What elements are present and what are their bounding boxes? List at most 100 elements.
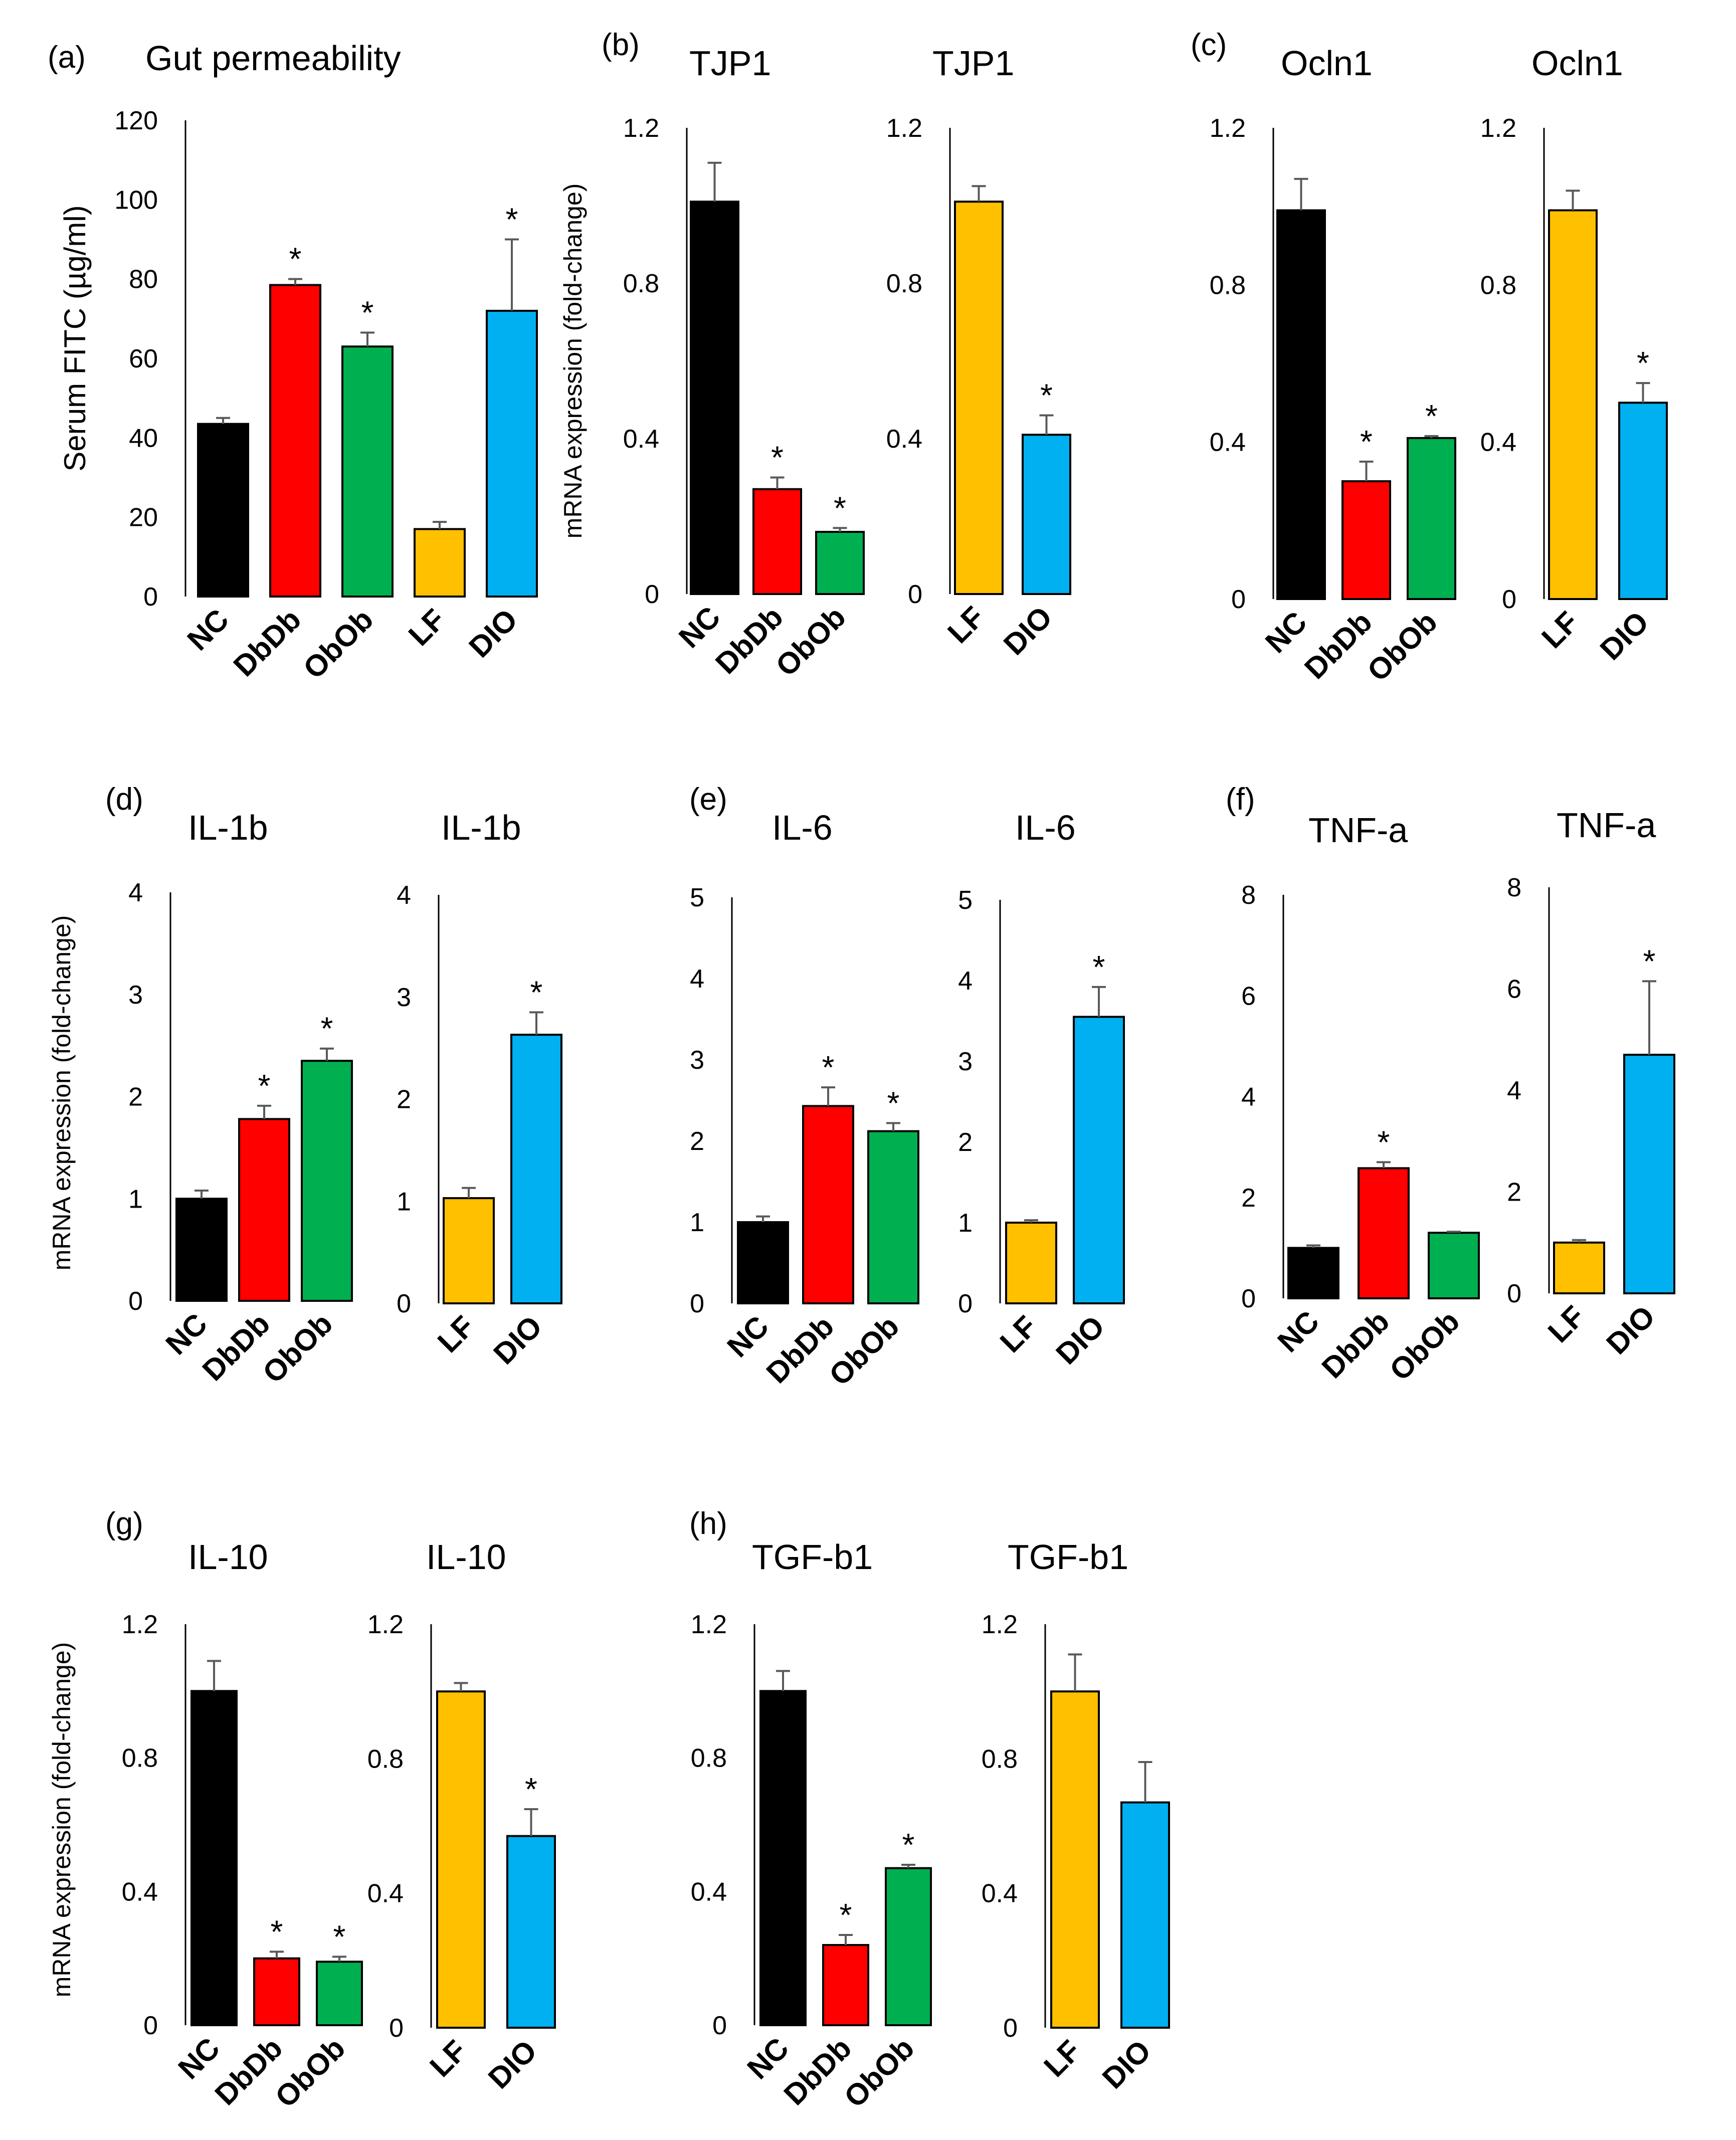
y-tick-label: 3: [958, 1047, 973, 1076]
significance-star: *: [271, 1913, 283, 1950]
category-label: NC: [159, 1307, 214, 1361]
y-tick-label: 0.4: [691, 1877, 727, 1906]
category-label: DbDb: [709, 600, 789, 680]
bar-dio: [486, 310, 538, 598]
panel-letter-f: (f): [1226, 782, 1255, 817]
category-label: DIO: [482, 2034, 543, 2095]
y-tick-label: 0: [128, 1287, 143, 1316]
category-label: LF: [1541, 1299, 1591, 1349]
bar-dio: [1618, 402, 1668, 600]
bar-lf: [1005, 1222, 1057, 1304]
bar-obob: [1407, 437, 1456, 600]
category-label: DIO: [487, 1309, 548, 1371]
significance-star: *: [506, 202, 518, 238]
category-label: NC: [721, 1309, 776, 1364]
category-label: DIO: [462, 603, 524, 664]
y-tick-label: 0: [143, 2011, 158, 2040]
y-tick-label: 4: [1507, 1076, 1521, 1105]
chart-title: Gut permeability: [145, 39, 401, 78]
bar-nc: [1276, 209, 1326, 600]
category-label: DbDb: [1298, 605, 1378, 685]
y-tick-label: 4: [128, 878, 143, 907]
chart-title: TNF-a: [1557, 806, 1656, 845]
y-tick-label: 0.8: [886, 269, 922, 298]
bar-nc: [737, 1221, 789, 1304]
bar-dbdb: [269, 284, 321, 598]
category-label: ObOb: [297, 603, 379, 685]
significance-star: *: [1360, 424, 1373, 460]
y-tick-label: 6: [1241, 982, 1256, 1011]
significance-star: *: [530, 974, 543, 1010]
bar-obob: [815, 531, 865, 595]
y-tick-label: 1.2: [1480, 114, 1516, 143]
panel-letter-a: (a): [48, 40, 86, 75]
category-label: NC: [672, 600, 727, 655]
y-tick-label: 0.8: [623, 269, 659, 298]
y-tick-label: 40: [129, 424, 158, 453]
significance-star: *: [834, 490, 846, 526]
panel-letter-h: (h): [689, 1506, 727, 1541]
bar-nc: [197, 423, 249, 598]
bar-obob: [885, 1867, 932, 2027]
chart-title: Ocln1: [1281, 44, 1373, 83]
y-tick-label: 5: [958, 886, 973, 915]
category-label: LF: [1535, 605, 1585, 655]
y-axis-label: Serum FITC (µg/ml): [58, 205, 92, 471]
category-label: DIO: [1096, 2034, 1158, 2095]
y-tick-label: 1.2: [982, 1610, 1018, 1639]
y-tick-label: 80: [129, 265, 158, 294]
y-tick-label: 0: [1231, 585, 1246, 614]
y-tick-label: 1.2: [623, 114, 659, 143]
category-label: DbDb: [760, 1309, 840, 1390]
y-tick-label: 0: [397, 1289, 411, 1318]
chart-title: TJP1: [689, 44, 771, 83]
y-tick-label: 0: [958, 1289, 973, 1318]
y-tick-label: 0.8: [691, 1744, 727, 1773]
chart-title: IL-6: [772, 808, 833, 847]
y-tick-label: 0.8: [1480, 271, 1516, 300]
y-tick-label: 8: [1241, 881, 1256, 910]
y-tick-label: 4: [1241, 1083, 1256, 1112]
y-tick-label: 5: [690, 883, 704, 912]
bar-dbdb: [822, 1944, 869, 2026]
bar-nc: [759, 1690, 807, 2026]
y-tick-label: 0: [1502, 585, 1516, 614]
y-tick-label: 8: [1507, 873, 1521, 902]
category-label: NC: [1271, 1304, 1326, 1359]
category-label: LF: [423, 2034, 473, 2083]
bar-dio: [506, 1835, 556, 2029]
y-tick-label: 4: [958, 966, 973, 996]
y-tick-label: 120: [114, 106, 158, 135]
panel-letter-c: (c): [1191, 28, 1227, 62]
y-tick-label: 4: [397, 881, 411, 910]
y-tick-label: 0: [645, 580, 659, 609]
significance-star: *: [1378, 1124, 1390, 1160]
category-label: ObOb: [269, 2031, 351, 2114]
chart-title: Ocln1: [1531, 44, 1623, 83]
y-tick-label: 2: [1241, 1184, 1256, 1213]
y-tick-label: 1.2: [691, 1610, 727, 1639]
y-tick-label: 1: [128, 1185, 143, 1214]
y-tick-label: 2: [958, 1128, 973, 1157]
significance-star: *: [1643, 943, 1656, 979]
y-tick-label: 2: [128, 1083, 143, 1112]
bar-nc: [690, 201, 739, 595]
bar-obob: [316, 1961, 363, 2026]
y-tick-label: 2: [397, 1085, 411, 1114]
y-tick-label: 0.4: [982, 1879, 1018, 1908]
significance-star: *: [289, 241, 302, 277]
y-tick-label: 1: [958, 1209, 973, 1238]
category-label: ObOb: [1383, 1304, 1466, 1387]
y-tick-label: 0: [1003, 2014, 1018, 2043]
y-tick-label: 100: [114, 185, 158, 215]
y-tick-label: 0.8: [122, 1744, 158, 1773]
bar-dbdb: [238, 1118, 290, 1302]
category-label: DIO: [1594, 605, 1655, 667]
category-label: LF: [402, 603, 452, 652]
y-tick-label: 0.4: [122, 1877, 158, 1906]
bar-obob: [301, 1060, 353, 1302]
significance-star: *: [887, 1085, 900, 1121]
category-label: NC: [172, 2031, 227, 2086]
y-tick-label: 0: [908, 580, 922, 609]
